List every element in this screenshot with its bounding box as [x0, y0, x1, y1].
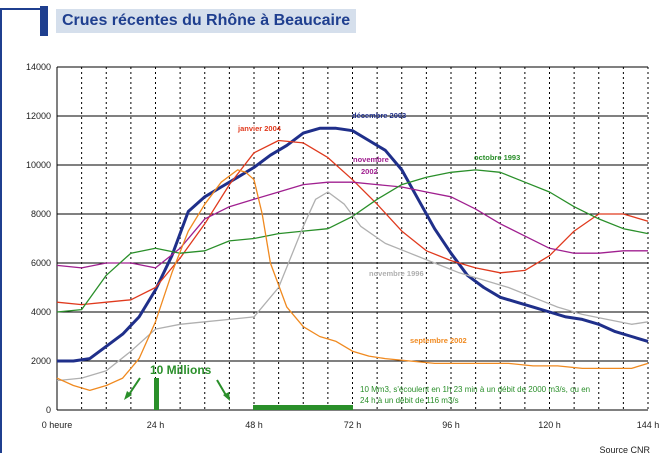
- y-axis-ticks: 0 2000 4000 6000 8000 10000 12000 14000: [26, 62, 51, 415]
- x-tick-label: 24 h: [147, 420, 165, 430]
- x-axis-ticks: 0 heure 24 h 48 h 72 h 96 h 120 h 144 h: [42, 420, 660, 430]
- x-tick-label: 48 h: [245, 420, 263, 430]
- volume-note-line: 24 h à un débit de 116 m3/s: [360, 396, 459, 405]
- frame-left-line: [0, 8, 2, 453]
- volume-note-line: 10 Mm3, s'écoulent en 1h 23 min à un déb…: [360, 385, 590, 394]
- arrow-left-shaft: [127, 377, 141, 397]
- title-accent-bar: [40, 6, 48, 36]
- arrow-left-head: [124, 391, 132, 400]
- ten-millions-label: 10 Millions: [150, 363, 212, 377]
- series-line: [57, 126, 649, 363]
- series-label: novembre 1996: [369, 269, 424, 278]
- x-tick-label: 96 h: [442, 420, 460, 430]
- x-tick-label: 144 h: [637, 420, 660, 430]
- arrow-right-head: [223, 392, 230, 401]
- y-tick-label: 6000: [31, 258, 51, 268]
- bar-short-duration: [154, 378, 159, 410]
- y-tick-label: 4000: [31, 307, 51, 317]
- volume-note: 10 Mm3, s'écoulent en 1h 23 min à un déb…: [360, 385, 590, 405]
- x-tick-label: 120 h: [538, 420, 561, 430]
- series-labels: décembre 2003 janvier 2004 novembre 2002 oct…: [237, 111, 520, 345]
- source-label: Source CNR: [599, 445, 650, 455]
- series-label: novembre 2002: [353, 155, 389, 176]
- y-tick-label: 10000: [26, 160, 51, 170]
- series-line: [56, 181, 648, 269]
- y-tick-label: 0: [46, 405, 51, 415]
- series-label: janvier 2004: [237, 124, 282, 133]
- frame-top-line: [0, 8, 40, 10]
- series-line: [56, 169, 649, 313]
- y-tick-label: 14000: [26, 62, 51, 72]
- y-tick-label: 2000: [31, 356, 51, 366]
- x-tick-label: 72 h: [344, 420, 362, 430]
- series-line: [56, 169, 649, 392]
- series-lines: [56, 126, 649, 392]
- series-label-part: 2002: [361, 167, 378, 176]
- series-line: [56, 139, 649, 306]
- series-line: [56, 191, 649, 382]
- annotation-marks: 10 Millions 10 Mm3, s'écoulent en 1h 23 m…: [124, 363, 590, 410]
- series-label: décembre 2003: [352, 111, 406, 120]
- series-label: octobre 1993: [474, 153, 520, 162]
- bar-long-duration: [253, 405, 353, 410]
- series-label-part: novembre: [353, 155, 389, 164]
- series-label: septembre 2002: [410, 336, 467, 345]
- title-block: Crues récentes du Rhône à Beaucaire: [40, 6, 357, 36]
- x-tick-label: 0 heure: [42, 420, 73, 430]
- y-tick-label: 8000: [31, 209, 51, 219]
- y-tick-label: 12000: [26, 111, 51, 121]
- chart-title: Crues récentes du Rhône à Beaucaire: [56, 9, 357, 33]
